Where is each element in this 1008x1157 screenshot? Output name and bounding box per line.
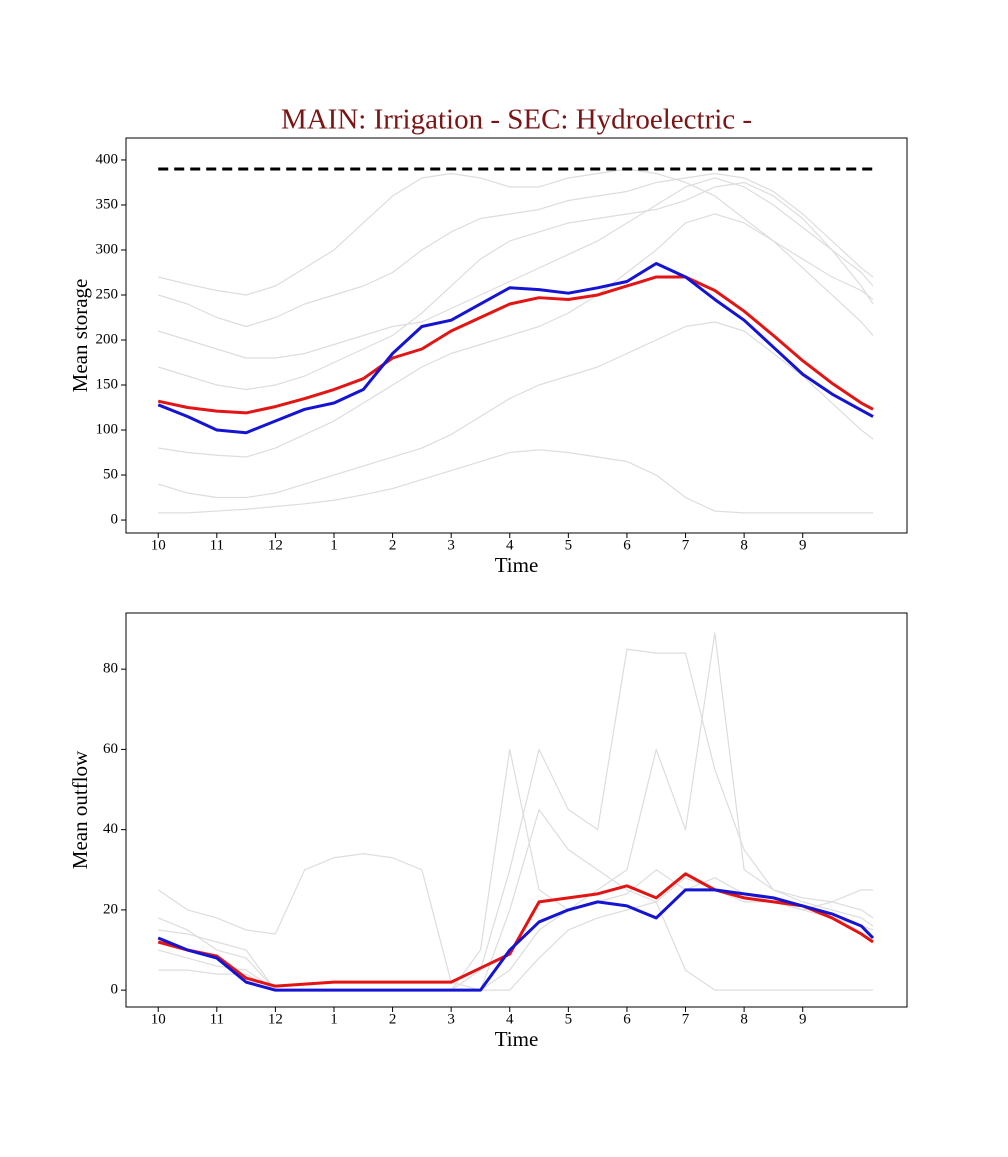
x-tick-label: 4 xyxy=(506,537,514,553)
x-tick-label: 8 xyxy=(740,1011,748,1027)
x-tick-label: 7 xyxy=(682,537,690,553)
y-tick-label: 0 xyxy=(111,982,119,998)
y-tick-label: 20 xyxy=(103,901,118,917)
series-line xyxy=(157,872,874,988)
y-tick-label: 100 xyxy=(96,421,119,437)
series-line xyxy=(158,648,874,991)
series-line xyxy=(158,449,874,514)
x-tick-label: 1 xyxy=(330,537,338,553)
plot-frame xyxy=(125,612,908,1008)
x-axis-label: Time xyxy=(495,553,539,577)
x-tick-label: 10 xyxy=(151,537,166,553)
series-line xyxy=(158,213,874,458)
series-line xyxy=(158,321,874,499)
y-tick-label: 350 xyxy=(96,196,119,212)
y-tick-label: 80 xyxy=(103,661,118,677)
series-line xyxy=(157,632,874,991)
y-tick-label: 300 xyxy=(96,241,119,257)
x-tick-label: 9 xyxy=(799,537,807,553)
x-axis-label: Time xyxy=(495,1027,539,1051)
y-tick-label: 0 xyxy=(111,511,119,527)
x-tick-label: 3 xyxy=(447,537,455,553)
series-line xyxy=(158,168,874,300)
x-tick-label: 9 xyxy=(799,1011,807,1027)
x-tick-label: 7 xyxy=(682,1011,690,1027)
y-tick-label: 200 xyxy=(96,331,119,347)
x-tick-label: 2 xyxy=(389,537,397,553)
x-tick-label: 12 xyxy=(268,1011,283,1027)
y-tick-label: 400 xyxy=(96,151,119,167)
x-tick-label: 12 xyxy=(268,537,283,553)
x-tick-label: 8 xyxy=(740,537,748,553)
x-tick-label: 11 xyxy=(210,537,224,553)
y-tick-label: 150 xyxy=(96,376,119,392)
plot-frame xyxy=(125,137,908,534)
y-axis-label: Mean storage xyxy=(68,279,92,393)
y-axis-label: Mean outflow xyxy=(68,750,92,869)
chart-title: MAIN: Irrigation - SEC: Hydroelectric - xyxy=(281,104,752,136)
x-tick-label: 6 xyxy=(623,1011,631,1027)
x-tick-label: 10 xyxy=(151,1011,166,1027)
series-line xyxy=(157,275,874,415)
x-tick-label: 5 xyxy=(565,537,573,553)
x-tick-label: 3 xyxy=(447,1011,455,1027)
series-line xyxy=(158,177,874,359)
x-tick-label: 11 xyxy=(210,1011,224,1027)
x-tick-label: 2 xyxy=(389,1011,397,1027)
series-line xyxy=(158,181,874,391)
x-tick-label: 5 xyxy=(565,1011,573,1027)
y-tick-label: 60 xyxy=(103,741,118,757)
x-tick-label: 4 xyxy=(506,1011,514,1027)
x-tick-label: 6 xyxy=(623,537,631,553)
y-tick-label: 250 xyxy=(96,286,119,302)
y-tick-label: 50 xyxy=(103,466,118,482)
series-line xyxy=(157,261,874,435)
series-line xyxy=(158,172,874,328)
y-tick-label: 40 xyxy=(103,821,118,837)
series-line xyxy=(157,888,875,992)
x-tick-label: 1 xyxy=(330,1011,338,1027)
